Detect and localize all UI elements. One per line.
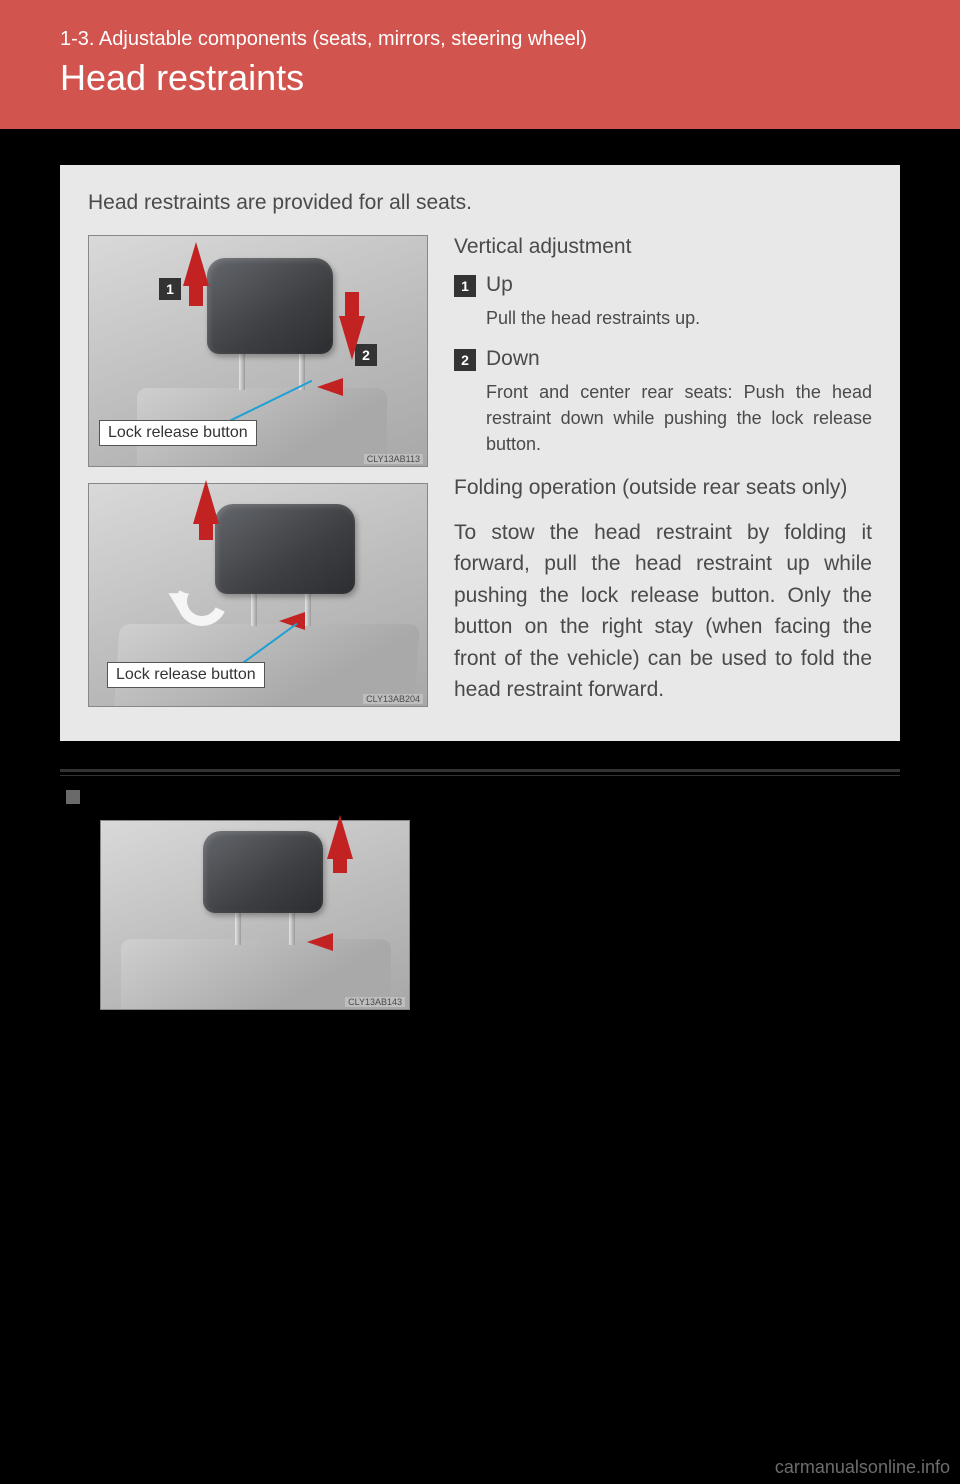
- watermark-text: carmanualsonline.info: [775, 1457, 950, 1478]
- step-desc-up: Pull the head restraints up.: [486, 305, 872, 331]
- section-label: 1-3. Adjustable components (seats, mirro…: [60, 28, 900, 51]
- figure-code: CLY13AB204: [363, 694, 423, 704]
- callout-label: Lock release button: [99, 420, 257, 446]
- step-title-down: Down: [486, 347, 540, 371]
- lower-section: CLY13AB143: [60, 790, 900, 1010]
- figure-folding: Lock release button CLY13AB204: [88, 483, 428, 707]
- headrest-shape: [203, 831, 323, 913]
- folding-heading: Folding operation (outside rear seats on…: [454, 473, 872, 502]
- arrow-press-icon: [317, 378, 343, 396]
- page-title: Head restraints: [60, 57, 900, 99]
- figure-vertical-adjust: 1 2 Lock release button CLY13AB113: [88, 235, 428, 467]
- step-title-up: Up: [486, 273, 513, 297]
- figure-code: CLY13AB113: [364, 454, 423, 464]
- folding-body: To stow the head restraint by folding it…: [454, 517, 872, 706]
- arrow-up-icon: [193, 480, 219, 524]
- arrow-down-icon: [339, 316, 365, 360]
- lower-bullet: [60, 790, 900, 804]
- figure-remove: CLY13AB143: [100, 820, 410, 1010]
- intro-text: Head restraints are provided for all sea…: [88, 191, 872, 215]
- vertical-heading: Vertical adjustment: [454, 235, 872, 259]
- step-badge-2: 2: [454, 349, 476, 371]
- arrow-up-icon: [183, 242, 209, 286]
- step-desc-down: Front and center rear seats: Push the he…: [486, 379, 872, 457]
- instruction-column: Vertical adjustment 1 Up Pull the head r…: [454, 235, 872, 707]
- header-band: 1-3. Adjustable components (seats, mirro…: [0, 0, 960, 129]
- figure-code: CLY13AB143: [345, 997, 405, 1007]
- step-up: 1 Up: [454, 273, 872, 297]
- headrest-shape: [207, 258, 333, 354]
- figure-row: 1 2 Lock release button CLY13AB113: [88, 235, 872, 707]
- arrow-press-icon: [307, 933, 333, 951]
- headrest-shape: [215, 504, 355, 594]
- square-bullet-icon: [66, 790, 80, 804]
- content-box: Head restraints are provided for all sea…: [60, 165, 900, 741]
- step-badge-1: 1: [454, 275, 476, 297]
- figures-column: 1 2 Lock release button CLY13AB113: [88, 235, 428, 707]
- section-divider: [60, 769, 900, 776]
- arrow-up-icon: [327, 815, 353, 859]
- callout-label: Lock release button: [107, 662, 265, 688]
- marker-1: 1: [159, 278, 181, 300]
- step-down: 2 Down: [454, 347, 872, 371]
